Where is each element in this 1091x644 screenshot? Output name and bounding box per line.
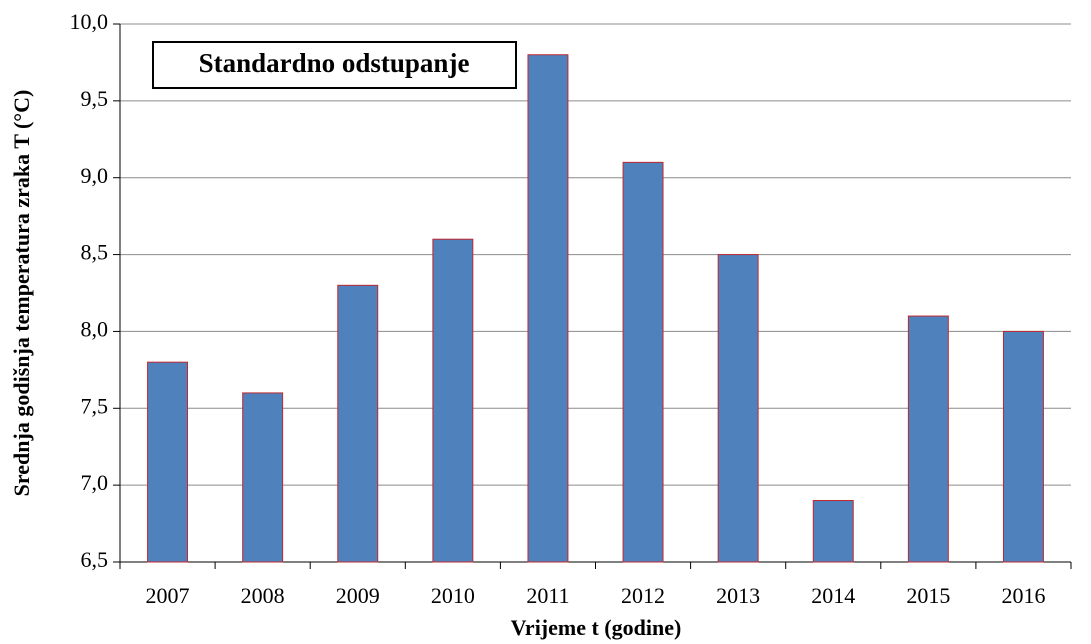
bar	[527, 54, 569, 563]
y-tick-label: 6,5	[81, 547, 109, 572]
bar	[242, 392, 284, 563]
x-tick-label: 2014	[811, 583, 855, 608]
bar	[907, 315, 949, 563]
bar	[622, 161, 664, 563]
x-tick-label: 2015	[906, 583, 950, 608]
annotation: Standardno odstupanje	[199, 48, 470, 78]
bar	[432, 238, 474, 563]
y-axis-label: Srednja godišnja temperatura zraka T (°C…	[9, 90, 34, 497]
bar	[717, 254, 759, 563]
y-tick-label: 8,5	[81, 240, 109, 265]
x-tick-label: 2007	[146, 583, 190, 608]
x-tick-label: 2016	[1001, 583, 1045, 608]
x-tick-label: 2012	[621, 583, 665, 608]
y-tick-label: 9,0	[81, 163, 109, 188]
y-tick-label: 7,0	[81, 470, 109, 495]
y-tick-label: 7,5	[81, 393, 109, 418]
y-tick-label: 8,0	[81, 316, 109, 341]
y-tick-label: 9,5	[81, 86, 109, 111]
bar	[337, 284, 379, 563]
bar	[1002, 330, 1044, 563]
x-axis-label: Vrijeme t (godine)	[511, 615, 682, 640]
bar	[812, 500, 854, 563]
y-tick-label: 10,0	[70, 9, 109, 34]
x-tick-label: 2010	[431, 583, 475, 608]
bar	[147, 361, 189, 563]
x-tick-label: 2009	[336, 583, 380, 608]
x-tick-label: 2008	[241, 583, 285, 608]
x-tick-label: 2011	[526, 583, 569, 608]
x-tick-label: 2013	[716, 583, 760, 608]
annotation-box	[152, 41, 517, 89]
